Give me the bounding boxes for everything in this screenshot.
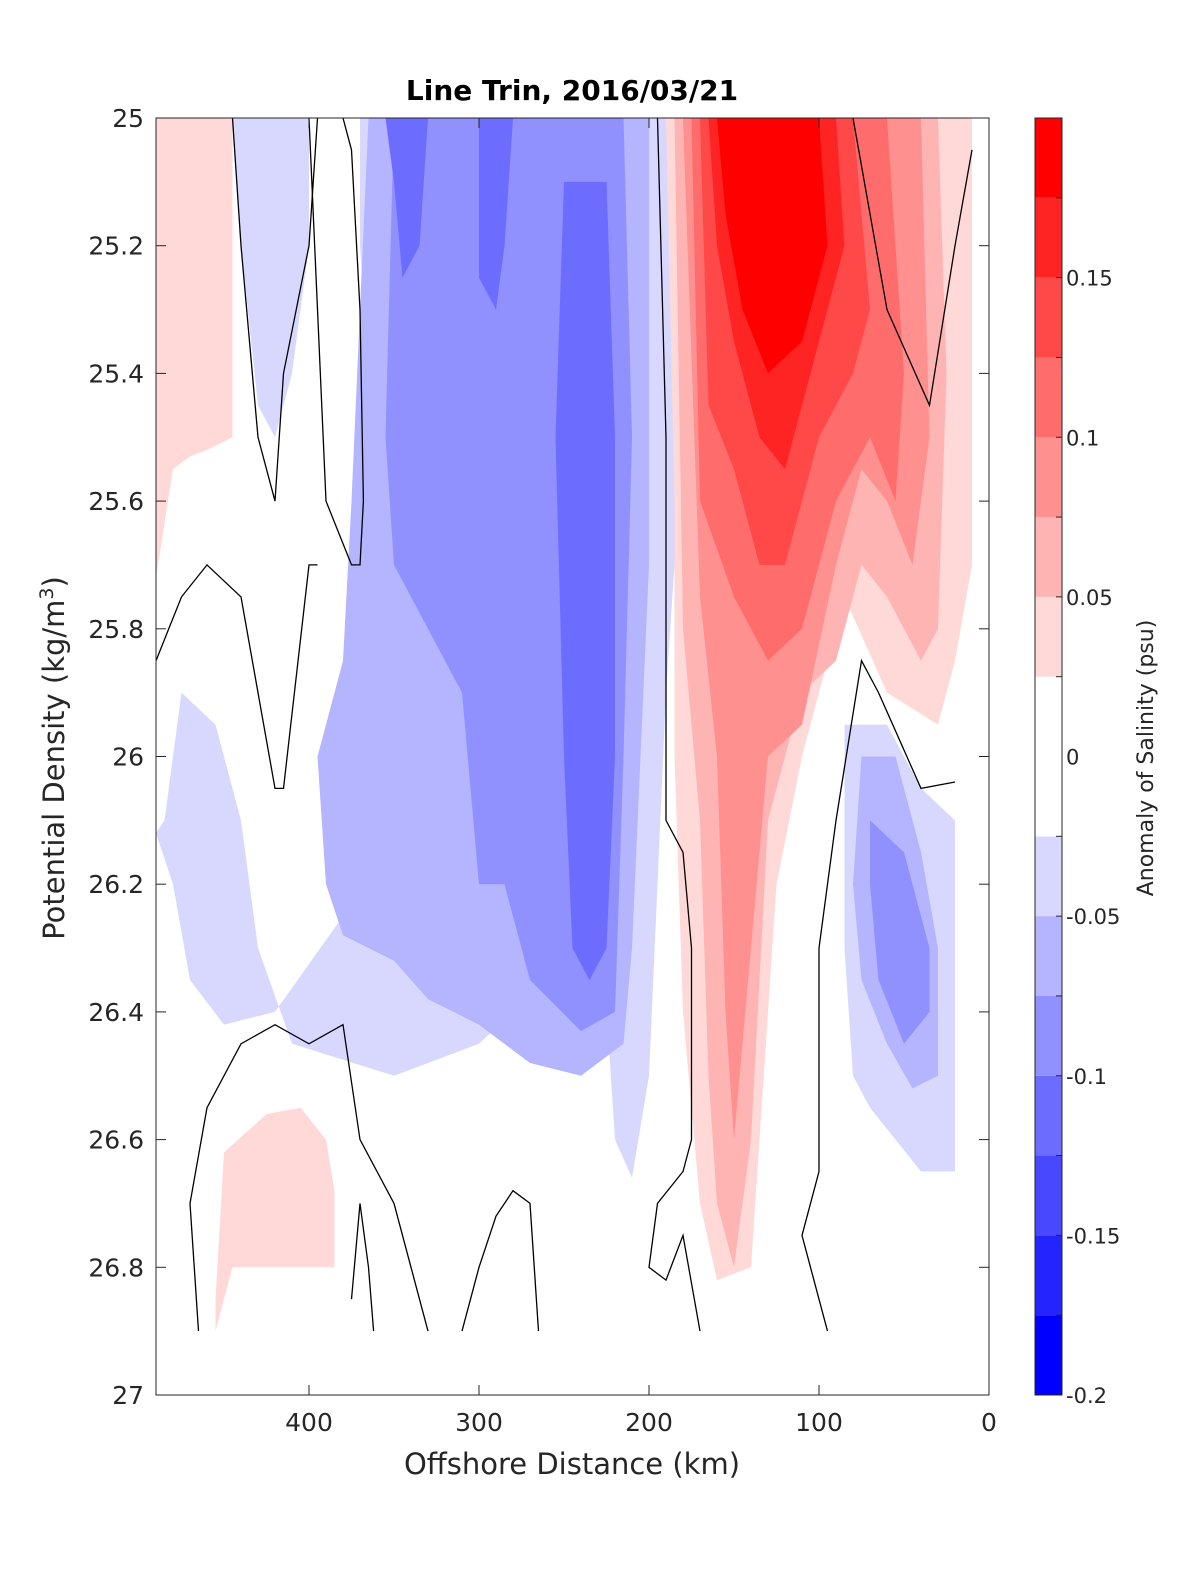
x-tick-label: 100: [795, 1408, 843, 1437]
y-tick-label: 26.8: [88, 1253, 144, 1282]
contour-fill-layer: [156, 118, 972, 1332]
zero-contour-line-0: [231, 118, 319, 502]
colorbar-segment: [1035, 995, 1062, 1076]
colorbar-segment: [1035, 916, 1062, 996]
colorbar-segment: [1035, 1075, 1062, 1156]
y-tick-label: 25.2: [88, 232, 144, 261]
contour-region-mid-negative-6c: [385, 118, 428, 278]
x-tick-label: 0: [981, 1408, 997, 1437]
zero-contour-line-8: [801, 658, 956, 1332]
zero-contour-line-4: [350, 1203, 375, 1332]
colorbar-segment: [1035, 1315, 1062, 1395]
colorbar: -0.2 -0.15 -0.1 -0.05 0 0.05 0.1 0.15: [1034, 117, 1120, 1408]
y-tick-label: 25: [112, 104, 144, 133]
colorbar-segment: [1035, 1155, 1062, 1236]
colorbar-segment: [1035, 437, 1062, 518]
x-axis: 400 300 200 100 0: [285, 118, 997, 1437]
zero-contour-line-1: [308, 118, 365, 566]
chart-title: Line Trin, 2016/03/21: [406, 74, 738, 107]
zero-contour-layer: [156, 118, 973, 1332]
y-tick-label: 26.2: [88, 870, 144, 899]
colorbar-segment: [1035, 676, 1062, 837]
zero-contour-line-6: [648, 118, 701, 1332]
y-tick-label: 25.8: [88, 615, 144, 644]
colorbar-tick-label: 0.05: [1066, 586, 1113, 610]
y-tick-label: 25.6: [88, 487, 144, 516]
y-tick-label: 26.6: [88, 1126, 144, 1155]
colorbar-tick-label: -0.2: [1066, 1384, 1107, 1408]
colorbar-tick-label: -0.15: [1066, 1224, 1120, 1248]
colorbar-segment: [1035, 118, 1062, 198]
zero-contour-line-3: [189, 1023, 429, 1332]
y-tick-label: 27: [112, 1381, 144, 1410]
colorbar-segment: [1035, 357, 1062, 438]
y-tick-label: 25.4: [88, 359, 144, 388]
contour-region-mid-negative-6c-b: [479, 118, 513, 310]
colorbar-segment: [1035, 1235, 1062, 1316]
colorbar-tick-label: -0.1: [1066, 1065, 1107, 1089]
zero-contour-line-5: [461, 1189, 540, 1332]
colorbar-label: Anomaly of Salinity (psu): [1134, 620, 1159, 897]
x-tick-label: 300: [455, 1408, 503, 1437]
colorbar-segment: [1035, 517, 1062, 597]
x-tick-label: 400: [285, 1408, 333, 1437]
contour-region-deep-positive-patch: [215, 1107, 335, 1332]
y-axis-label-sup: 3: [36, 587, 58, 599]
x-tick-label: 200: [625, 1408, 673, 1437]
colorbar-tick-label: -0.05: [1066, 905, 1120, 929]
y-axis-label: Potential Density (kg/m3): [36, 576, 71, 940]
y-tick-label: 26: [112, 743, 144, 772]
contour-region-upper-left-negative: [232, 118, 309, 438]
colorbar-tick-label: 0: [1066, 746, 1079, 770]
contour-region-mid-negative-core: [555, 181, 615, 980]
colorbar-segment: [1035, 197, 1062, 278]
x-axis-label: Offshore Distance (km): [404, 1447, 740, 1481]
y-axis: 25 25.2 25.4 25.6 25.8 26 26.2 26.4 26.6 26.8 27: [88, 104, 989, 1410]
colorbar-frame: [1034, 117, 1063, 1396]
y-axis-label-end: ): [37, 576, 71, 587]
colorbar-tick-label: 0.1: [1066, 426, 1099, 450]
colorbar-segment: [1035, 596, 1062, 677]
colorbar-tick-label: 0.15: [1066, 267, 1113, 291]
colorbar-segment: [1035, 836, 1062, 917]
contour-region-nearshore-mid-negative-90: [870, 820, 930, 1044]
y-axis-label-main: Potential Density (kg/m: [37, 600, 71, 940]
contour-region-shelf-positive-core: [717, 118, 828, 374]
zero-contour-line-7: [852, 118, 973, 408]
zero-contour-line-2: [156, 563, 318, 790]
contour-region-offshore-positive-band: [156, 118, 233, 578]
y-tick-label: 26.4: [88, 998, 144, 1027]
colorbar-segment: [1035, 277, 1062, 358]
